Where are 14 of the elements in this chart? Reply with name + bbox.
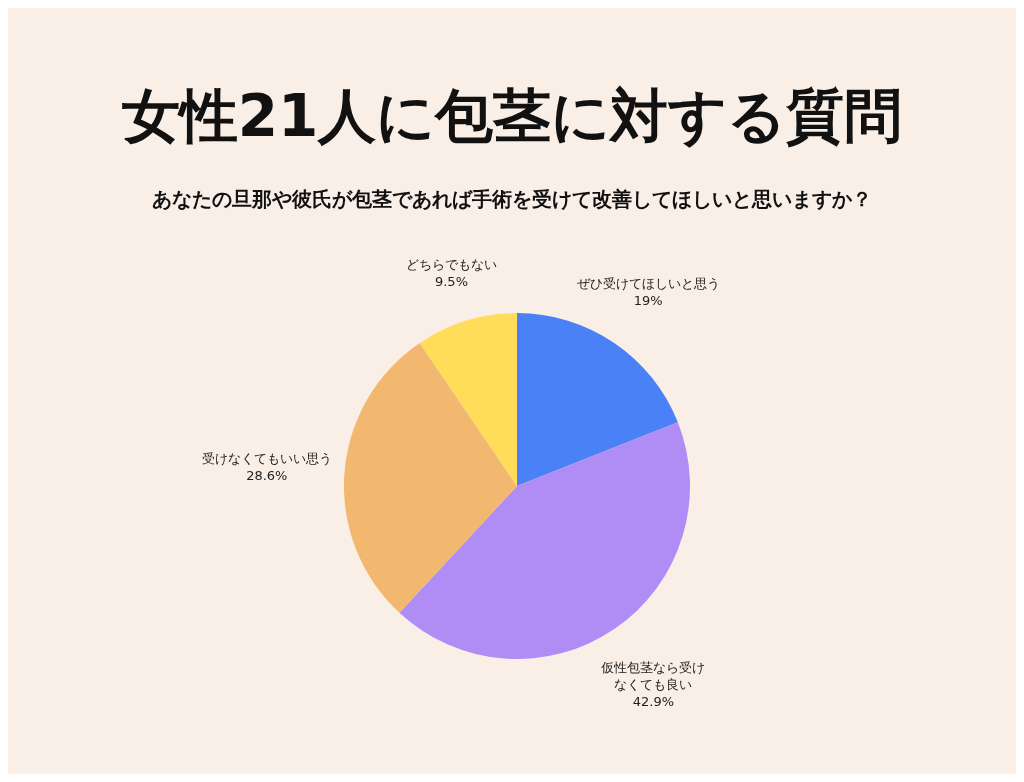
data-label: 9.5% — [434, 273, 469, 289]
slice-label: どちらでもない — [406, 256, 497, 272]
slice-label: 仮性包茎なら受けなくても良い — [600, 659, 706, 692]
data-label: 19% — [633, 292, 663, 308]
data-label: 42.9% — [632, 693, 675, 709]
chart-title: 女性21人に包茎に対する質問 — [120, 81, 904, 152]
pie-slice — [344, 342, 517, 613]
slice-label: 受けなくてもいい思う — [201, 450, 332, 466]
slice-label: ぜひ受けてほしいと思う — [576, 275, 720, 291]
pie-slice — [419, 313, 517, 486]
data-label: 28.6% — [246, 467, 288, 483]
pie-slice — [399, 422, 690, 659]
pie-slice — [517, 313, 678, 486]
chart-subtitle: あなたの旦那や彼氏が包茎であれば手術を受けて改善してほしいと思いますか？ — [151, 186, 873, 213]
